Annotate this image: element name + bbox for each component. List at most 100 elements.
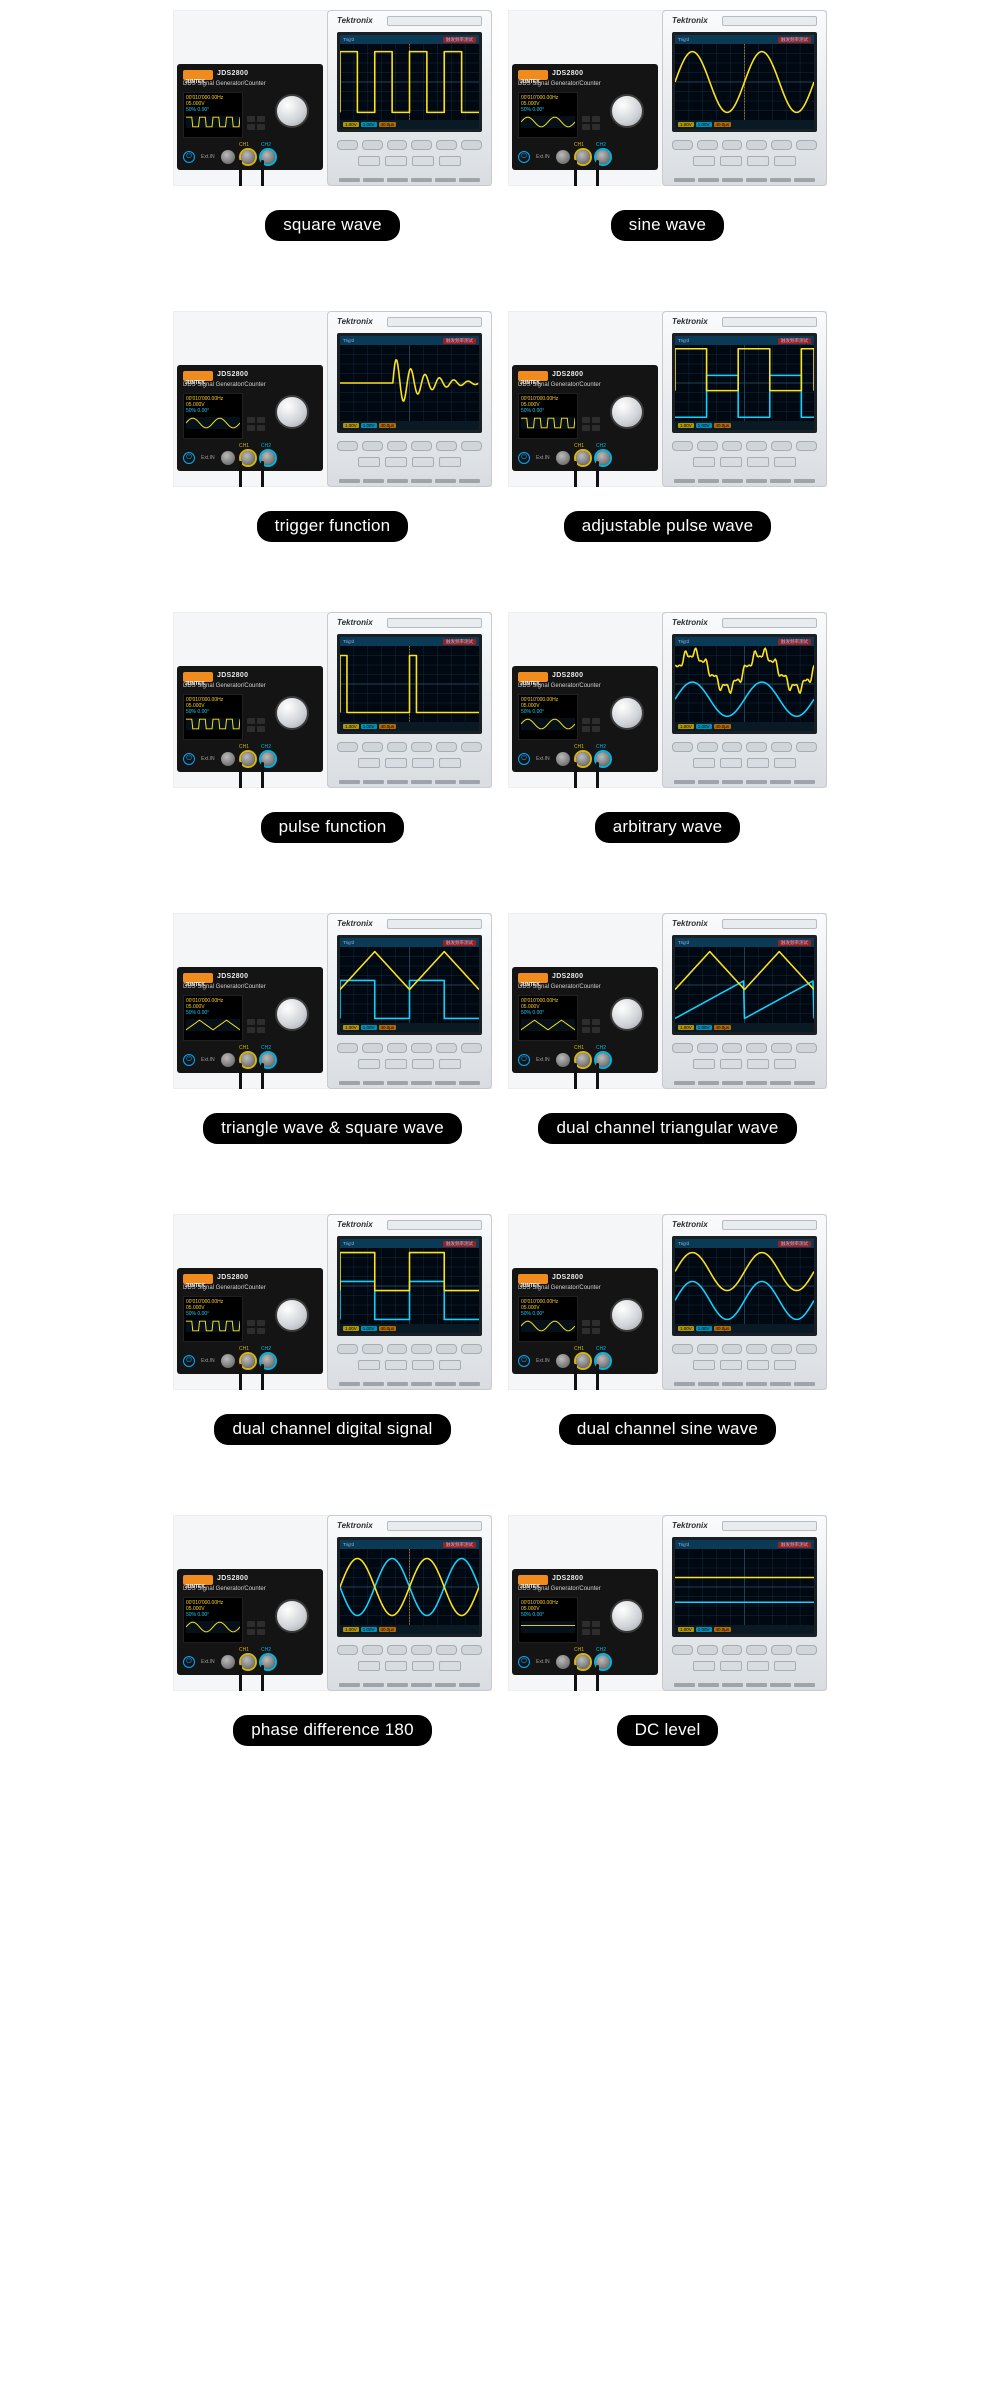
cable-ch2 [261,1665,264,1691]
generator-dial-knob [610,395,644,429]
oscilloscope-topbar: Trig'd 触发频率测试 [340,637,479,646]
scope-status: Trig'd [678,1241,689,1246]
oscilloscope-botbar: 1.00V1.00V40.0µs [340,1324,479,1333]
generator-ch2-label: CH2 [596,142,606,148]
oscilloscope: Tektronix Trig'd 触发频率测试 1.00V1.00V40.0µs [662,612,827,788]
generator-model: JDS2800 [552,672,583,679]
power-icon: ⏻ [518,452,530,464]
cable-ch2 [596,461,599,487]
generator-model: JDS2800 [552,371,583,378]
scope-status: Trig'd [678,338,689,343]
scope-readout-tag: 1.00V [361,1627,377,1632]
oscilloscope-botbar: 1.00V1.00V40.0µs [340,120,479,129]
waveform-card: JDS2800 DDS Signal Generator/Counter 00'… [173,612,492,843]
scope-status: Trig'd [678,37,689,42]
generator-bnc-ch1 [576,752,590,766]
generator-dial-knob [610,94,644,128]
generator-dial-knob [610,997,644,1031]
generator-extin-label: Ext.IN [536,756,550,762]
scope-readout-tag: 40.0µs [379,122,397,127]
scope-red-tag: 触发频率测试 [443,1542,476,1548]
generator-extin-label: Ext.IN [536,1057,550,1063]
generator-ch2-label: CH2 [261,142,271,148]
oscilloscope-model-strip [387,1521,482,1531]
generator-ch2-label: CH2 [596,1045,606,1051]
generator-port-row: ⏻ Ext.IN [518,451,652,465]
waveform-card: JDS2800 DDS Signal Generator/Counter 00'… [508,913,827,1144]
oscilloscope-brand: Tektronix [672,1521,708,1530]
generator-extin-label: Ext.IN [201,1057,215,1063]
generator-ch1-label: CH1 [239,1045,249,1051]
generator-ch1-label: CH1 [574,1045,584,1051]
power-icon: ⏻ [183,151,195,163]
waveform-gallery-grid: JDS2800 DDS Signal Generator/Counter 00'… [173,10,827,1816]
generator-keypad [247,116,267,130]
generator-port-row: ⏻ Ext.IN [518,150,652,164]
generator-brand-badge [518,70,548,80]
generator-lcd-status: 50% 0.00° [521,107,575,113]
scope-readout-tag: 40.0µs [379,724,397,729]
generator-ch2-label: CH2 [261,744,271,750]
scope-readout-tag: 1.00V [361,423,377,428]
oscilloscope-botbar: 1.00V1.00V40.0µs [675,722,814,731]
generator-bnc-ch1 [241,1053,255,1067]
generator-brand-badge [518,1274,548,1284]
cable-ch1 [239,1063,242,1089]
generator-ch1-label: CH1 [574,443,584,449]
generator-bnc-ch1 [241,451,255,465]
oscilloscope-screen: Trig'd 触发频率测试 1.00V1.00V40.0µs [672,935,817,1035]
generator-lcd-status: 50% 0.00° [186,408,240,414]
generator-lcd: 00'010'000.00Hz 05.000V 50% 0.00° [518,995,578,1041]
scope-status: Trig'd [343,338,354,343]
signal-generator: JDS2800 DDS Signal Generator/Counter 00'… [512,365,658,471]
generator-ch1-label: CH1 [239,443,249,449]
oscilloscope-topbar: Trig'd 触发频率测试 [675,1540,814,1549]
scope-readout-tag: 1.00V [361,1326,377,1331]
scope-readout-tag: 1.00V [696,1025,712,1030]
generator-keypad [582,718,602,732]
generator-lcd: 00'010'000.00Hz 05.000V 50% 0.00° [183,694,243,740]
oscilloscope-button-row [351,1661,468,1671]
oscilloscope-brand: Tektronix [672,317,708,326]
oscilloscope-screen: Trig'd 触发频率测试 1.00V1.00V40.0µs [672,1537,817,1637]
generator-bnc-ch1 [576,1354,590,1368]
generator-model: JDS2800 [217,1575,248,1582]
oscilloscope-topbar: Trig'd 触发频率测试 [340,1239,479,1248]
scope-readout-tag: 40.0µs [714,1627,732,1632]
scope-status: Trig'd [343,37,354,42]
generator-port-row: ⏻ Ext.IN [183,1053,317,1067]
scope-readout-tag: 1.00V [343,1025,359,1030]
signal-generator: JDS2800 DDS Signal Generator/Counter 00'… [177,365,323,471]
generator-model: JDS2800 [552,1575,583,1582]
generator-lcd: 00'010'000.00Hz 05.000V 50% 0.00° [518,694,578,740]
oscilloscope-feet [339,1382,480,1386]
oscilloscope-softkey-row [672,1645,817,1655]
oscilloscope-softkey-row [672,1344,817,1354]
generator-lcd: 00'010'000.00Hz 05.000V 50% 0.00° [518,1597,578,1643]
generator-subtitle: DDS Signal Generator/Counter [183,683,266,689]
power-icon: ⏻ [183,1355,195,1367]
generator-keypad [582,417,602,431]
device-photo: JDS2800 DDS Signal Generator/Counter 00'… [508,1214,827,1390]
generator-brand-badge [183,1274,213,1284]
oscilloscope-brand: Tektronix [337,1521,373,1530]
oscilloscope-screen: Trig'd 触发频率测试 1.00V1.00V40.0µs [337,1537,482,1637]
signal-generator: JDS2800 DDS Signal Generator/Counter 00'… [177,967,323,1073]
oscilloscope-plot [340,646,479,722]
oscilloscope: Tektronix Trig'd 触发频率测试 1.00V1.00V40.0µs [662,1515,827,1691]
generator-lcd-status: 50% 0.00° [186,1311,240,1317]
power-icon: ⏻ [183,753,195,765]
oscilloscope-screen: Trig'd 触发频率测试 1.00V1.00V40.0µs [337,1236,482,1336]
device-photo: JDS2800 DDS Signal Generator/Counter 00'… [173,1515,492,1691]
scope-readout-tag: 1.00V [678,423,694,428]
generator-keypad [582,116,602,130]
generator-bnc-ch1 [241,1354,255,1368]
cable-ch2 [596,1364,599,1390]
scope-status: Trig'd [343,1241,354,1246]
scope-red-tag: 触发频率测试 [778,37,811,43]
scope-status: Trig'd [678,940,689,945]
oscilloscope-screen: Trig'd 触发频率测试 1.00V1.00V40.0µs [672,333,817,433]
generator-bnc-ch1 [241,150,255,164]
scope-status: Trig'd [343,639,354,644]
generator-bnc-ext [221,1655,235,1669]
